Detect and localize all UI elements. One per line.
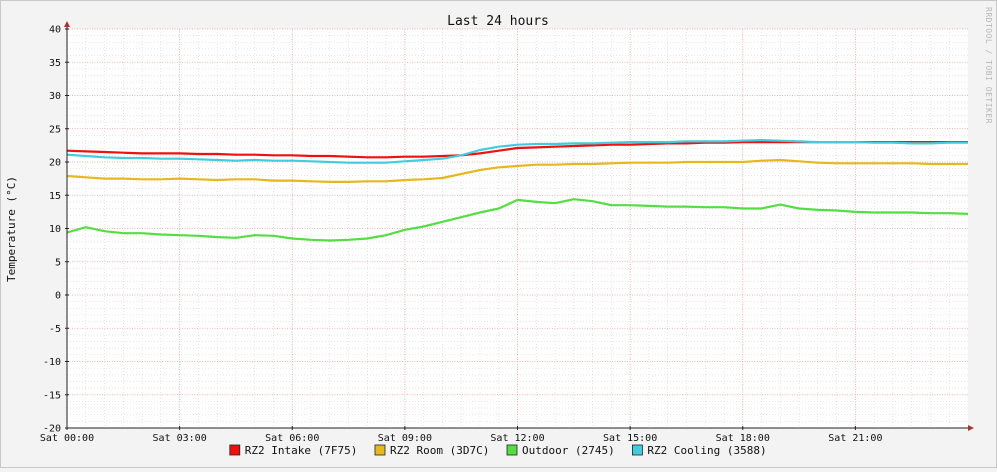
x-tick-label: Sat 09:00 xyxy=(378,433,432,444)
legend-swatch-1 xyxy=(374,444,386,456)
x-tick-label: Sat 00:00 xyxy=(40,433,94,444)
x-tick-label: Sat 12:00 xyxy=(490,433,544,444)
legend-label-3: RZ2 Cooling (3588) xyxy=(647,444,766,457)
y-axis-label: Temperature (°C) xyxy=(5,176,18,282)
series-layer xyxy=(66,139,969,242)
y-tick-label: 0 xyxy=(55,291,61,302)
legend-swatch-3 xyxy=(632,444,643,456)
x-tick-label: Sat 21:00 xyxy=(828,433,882,444)
x-tick-label: Sat 18:00 xyxy=(716,433,770,444)
grid xyxy=(66,28,968,429)
legend-swatch-2 xyxy=(506,444,518,456)
y-tick-label: 40 xyxy=(49,25,61,36)
y-axis-arrow xyxy=(64,21,70,27)
legend-label-1: RZ2 Room (3D7C) xyxy=(390,444,489,457)
x-tick-label: Sat 15:00 xyxy=(603,433,657,444)
y-tick-label: 30 xyxy=(49,91,61,102)
x-tick-label: Sat 06:00 xyxy=(265,433,319,444)
y-tick-label: 15 xyxy=(49,191,61,202)
legend-swatch-0 xyxy=(229,444,241,456)
y-tick-label: 35 xyxy=(49,58,61,69)
y-tick-label: 20 xyxy=(49,158,61,169)
y-tick-label: -10 xyxy=(43,357,61,368)
y-tick-label: -20 xyxy=(43,424,61,435)
rrdtool-watermark: RRDTOOL / TOBI OETIKER xyxy=(984,7,993,124)
series-line-2 xyxy=(66,198,969,242)
tick-labels: -20 -15 -10 -5 0 5 10 15 20 25 30 35 40 Sat 00:00 Sat … xyxy=(40,25,883,445)
series-line-1 xyxy=(66,158,968,183)
y-tick-label: -15 xyxy=(43,390,61,401)
x-axis-arrow xyxy=(968,425,974,431)
legend-label-2: Outdoor (2745) xyxy=(522,444,615,457)
series-line-3 xyxy=(66,139,968,164)
legend: RZ2 Intake (7F75) RZ2 Room (3D7C) Outdoor … xyxy=(229,444,767,457)
y-tick-label: 10 xyxy=(49,224,61,235)
legend-label-0: RZ2 Intake (7F75) xyxy=(245,444,358,457)
x-tick-label: Sat 03:00 xyxy=(153,433,207,444)
chart-title: Last 24 hours xyxy=(447,14,549,29)
y-tick-label: 25 xyxy=(49,124,61,135)
axes xyxy=(64,21,974,431)
y-tick-label: -5 xyxy=(49,324,61,335)
y-tick-label: 5 xyxy=(55,257,61,268)
